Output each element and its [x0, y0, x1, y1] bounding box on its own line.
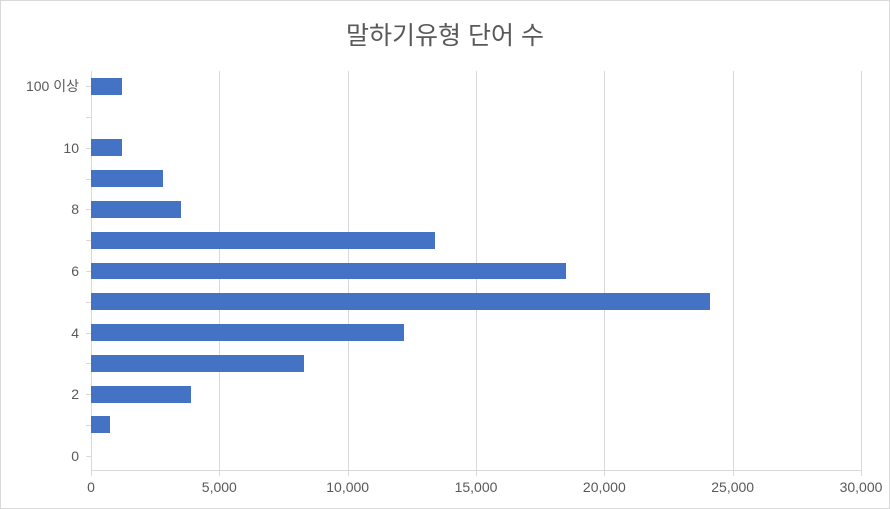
- x-tick-label: 30,000: [840, 479, 883, 495]
- y-tick-label: 4: [71, 325, 79, 341]
- gridline: [604, 71, 605, 471]
- x-tick-mark: [604, 471, 605, 476]
- y-tick-mark: [86, 271, 91, 272]
- x-tick-mark: [348, 471, 349, 476]
- y-tick-mark: [86, 333, 91, 334]
- y-tick-label: 2: [71, 386, 79, 402]
- x-tick-label: 5,000: [202, 479, 237, 495]
- y-tick-mark: [86, 117, 91, 118]
- y-tick-mark: [86, 394, 91, 395]
- y-tick-label: 0: [71, 448, 79, 464]
- y-tick-mark: [86, 209, 91, 210]
- plot-area: 05,00010,00015,00020,00025,00030,000: [91, 71, 861, 471]
- bar: [91, 293, 710, 310]
- bar: [91, 170, 163, 187]
- x-tick-mark: [861, 471, 862, 476]
- bar: [91, 263, 566, 280]
- y-tick-label: 10: [63, 140, 79, 156]
- y-tick-label: 100 이상: [26, 76, 79, 96]
- bar: [91, 232, 435, 249]
- y-tick-mark: [86, 179, 91, 180]
- bar: [91, 78, 122, 95]
- y-tick-mark: [86, 302, 91, 303]
- y-tick-label: 8: [71, 201, 79, 217]
- y-tick-mark: [86, 456, 91, 457]
- x-tick-mark: [91, 471, 92, 476]
- x-tick-mark: [476, 471, 477, 476]
- y-tick-label: 6: [71, 263, 79, 279]
- x-tick-label: 10,000: [326, 479, 369, 495]
- gridline: [861, 71, 862, 471]
- x-tick-label: 15,000: [455, 479, 498, 495]
- y-tick-mark: [86, 363, 91, 364]
- bar: [91, 416, 110, 433]
- y-tick-mark: [86, 425, 91, 426]
- chart-container: 말하기유형 단어 수 05,00010,00015,00020,00025,00…: [0, 0, 890, 509]
- bar: [91, 355, 304, 372]
- chart-title: 말하기유형 단어 수: [1, 16, 889, 52]
- x-tick-mark: [733, 471, 734, 476]
- bar: [91, 139, 122, 156]
- bar: [91, 386, 191, 403]
- y-tick-mark: [86, 148, 91, 149]
- y-tick-mark: [86, 240, 91, 241]
- bar: [91, 201, 181, 218]
- x-tick-label: 20,000: [583, 479, 626, 495]
- gridline: [733, 71, 734, 471]
- y-tick-mark: [86, 86, 91, 87]
- x-tick-label: 0: [87, 479, 95, 495]
- x-tick-mark: [219, 471, 220, 476]
- x-tick-label: 25,000: [711, 479, 754, 495]
- bar: [91, 324, 404, 341]
